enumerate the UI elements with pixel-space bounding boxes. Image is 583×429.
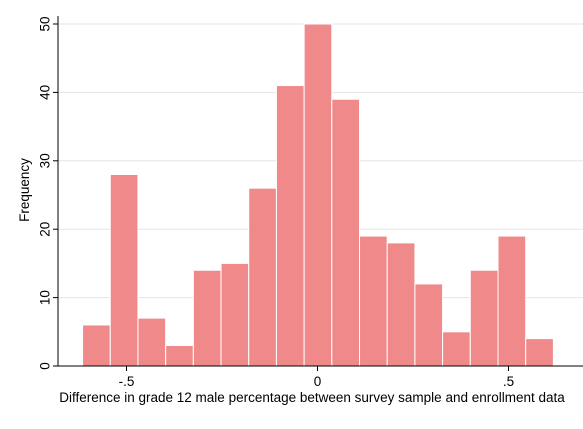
- histogram-bar: [303, 23, 333, 367]
- histogram-bar: [248, 187, 277, 367]
- axes: [57, 16, 583, 367]
- histogram-bar: [525, 338, 554, 367]
- histogram-bar: [275, 85, 305, 367]
- histogram-bar: [469, 269, 499, 367]
- y-tick-label: 30: [38, 153, 53, 168]
- y-tick-label: 50: [38, 16, 53, 31]
- histogram-bar: [331, 98, 361, 367]
- y-tick-label: 0: [38, 362, 53, 370]
- histogram-bar: [82, 324, 111, 367]
- histogram-bar: [497, 235, 527, 367]
- histogram-bar: [165, 344, 194, 367]
- x-tick-label: -.5: [119, 374, 135, 389]
- histogram-bar: [137, 317, 167, 367]
- ticks: 0 10 20 30 40 50 -.5 0 .5: [38, 16, 515, 389]
- histogram-bar: [109, 173, 139, 367]
- y-tick-label: 10: [38, 290, 53, 305]
- histogram-bar: [442, 331, 471, 367]
- x-tick-label: 0: [314, 374, 322, 389]
- x-axis-title: Difference in grade 12 male percentage b…: [59, 390, 565, 405]
- bars: [82, 23, 554, 367]
- y-tick-label: 20: [38, 222, 53, 237]
- histogram-bar: [192, 269, 222, 367]
- histogram-bar: [414, 283, 444, 367]
- x-tick-label: .5: [503, 374, 514, 389]
- histogram-bar: [386, 242, 416, 367]
- y-axis-title: Frequency: [17, 158, 32, 222]
- y-tick-label: 40: [38, 85, 53, 100]
- histogram-bar: [220, 262, 250, 367]
- histogram-bar: [359, 235, 388, 367]
